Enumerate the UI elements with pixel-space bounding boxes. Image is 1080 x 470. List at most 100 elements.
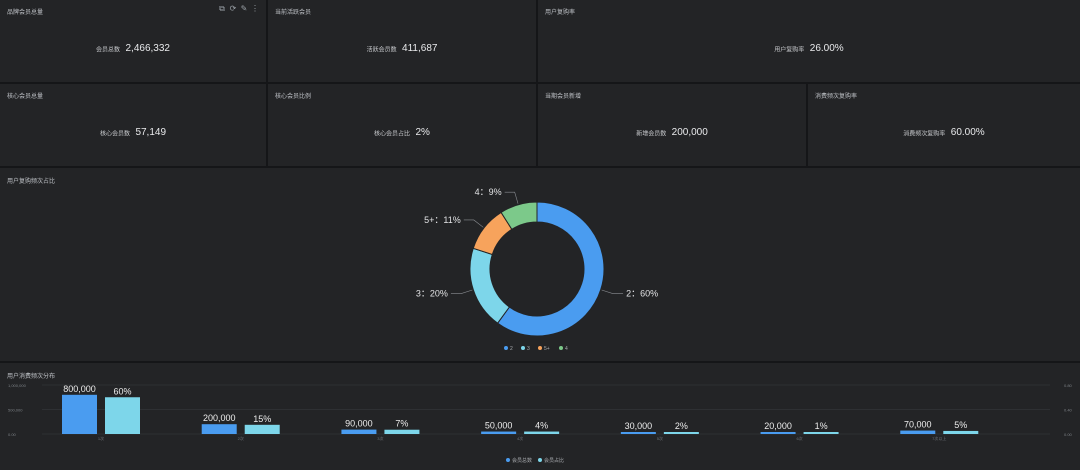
bar-member-count bbox=[62, 394, 97, 434]
slice-label: 3：20% bbox=[416, 289, 448, 299]
kpi-card-repurchase-rate: 用户复购率 用户复购率 26.00% bbox=[538, 0, 1080, 82]
card-title: 当前活跃会员 bbox=[275, 10, 312, 16]
bar-data-label: 7% bbox=[395, 419, 408, 429]
kpi: 核心会员占比 2% bbox=[268, 124, 536, 142]
bar-data-label: 1% bbox=[815, 421, 828, 431]
refresh-icon[interactable]: ⟳ bbox=[229, 4, 237, 13]
bar-member-ratio bbox=[244, 424, 280, 434]
y2-tick-label: 0.00 bbox=[1064, 432, 1073, 437]
y-tick-label: 0.00 bbox=[8, 432, 17, 437]
bar-member-count bbox=[760, 432, 796, 434]
label-leader-line bbox=[463, 219, 484, 228]
kpi-card-core-members: 核心会员总量 核心会员数 57,149 bbox=[0, 84, 266, 166]
kpi-card-new-members: 当期会员新增 新增会员数 200,000 bbox=[538, 84, 806, 166]
bar-data-label: 2% bbox=[675, 421, 688, 431]
donut-slice bbox=[496, 201, 605, 337]
kpi-value: 60.00% bbox=[950, 127, 985, 139]
kpi-card-active-members: 当前活跃会员 活跃会员数 411,687 bbox=[268, 0, 536, 82]
kpi: 核心会员数 57,149 bbox=[0, 124, 266, 142]
legend-marker bbox=[538, 458, 542, 462]
bar-member-ratio bbox=[105, 397, 140, 434]
kpi-label: 活跃会员数 bbox=[366, 47, 397, 54]
card-title: 核心会员比例 bbox=[275, 94, 312, 100]
bar-data-label: 15% bbox=[253, 414, 271, 424]
card-title: 品牌会员总量 bbox=[7, 10, 44, 16]
donut-chart: 2：60% 3：20% 5+：11% 4：9% 2 3 5+ 4 bbox=[416, 187, 658, 352]
bar-data-label: 50,000 bbox=[485, 421, 513, 431]
kpi-value: 2% bbox=[415, 127, 430, 139]
bar-member-ratio bbox=[943, 430, 979, 434]
kpi-value: 200,000 bbox=[671, 127, 708, 139]
legend-marker bbox=[538, 346, 542, 350]
legend-label: 会员占比 bbox=[544, 457, 564, 464]
x-tick-label: 5次 bbox=[657, 435, 663, 441]
chart-title: 用户消费频次分布 bbox=[7, 374, 56, 380]
kpi-label: 用户复购率 bbox=[774, 47, 805, 54]
bar-chart: 1,000,000 500,000 0.00 0.80 0.40 0.00 800,000 6… bbox=[8, 383, 1073, 464]
card-title: 核心会员总量 bbox=[7, 94, 44, 100]
kpi-label: 新增会员数 bbox=[636, 131, 667, 138]
kpi-label: 核心会员数 bbox=[99, 131, 130, 138]
legend-marker bbox=[504, 346, 508, 350]
bar-member-ratio bbox=[663, 432, 699, 434]
kpi-value: 26.00% bbox=[809, 43, 844, 55]
bar-data-label: 60% bbox=[113, 386, 131, 396]
legend-label: 3 bbox=[527, 346, 530, 352]
donut-slice bbox=[469, 247, 511, 324]
y-tick-label: 500,000 bbox=[8, 408, 23, 413]
bar-member-count bbox=[620, 432, 656, 434]
kpi-value: 57,149 bbox=[135, 127, 167, 139]
bar-data-label: 70,000 bbox=[904, 420, 932, 430]
label-leader-line bbox=[450, 289, 473, 295]
kpi-label: 消费频次复购率 bbox=[903, 131, 946, 138]
label-leader-line bbox=[601, 289, 624, 295]
donut-chart-card: 用户复购频次占比 2：60% 3：20% 5+：11% 4：9% 2 3 5+ 4 bbox=[0, 168, 1080, 361]
kpi-label: 核心会员占比 bbox=[374, 131, 411, 138]
bar-member-count bbox=[900, 430, 936, 434]
bar-data-label: 20,000 bbox=[764, 421, 792, 431]
y2-tick-label: 0.40 bbox=[1064, 408, 1073, 413]
kpi: 用户复购率 26.00% bbox=[538, 40, 1080, 58]
slice-label: 2：60% bbox=[626, 289, 658, 299]
more-icon[interactable]: ⋮ bbox=[251, 4, 259, 13]
bar-member-ratio bbox=[803, 432, 839, 434]
legend-marker bbox=[521, 346, 525, 350]
bar-data-label: 4% bbox=[535, 421, 548, 431]
bar-data-label: 5% bbox=[954, 420, 967, 430]
bar-data-label: 800,000 bbox=[63, 384, 96, 394]
chart-title: 用户复购频次占比 bbox=[7, 179, 56, 185]
label-leader-line bbox=[504, 191, 519, 204]
x-tick-label: 6次 bbox=[796, 435, 802, 441]
legend-label: 2 bbox=[510, 346, 513, 352]
x-tick-label: 2次 bbox=[238, 435, 244, 441]
bar-member-ratio bbox=[524, 431, 560, 434]
x-tick-label: 4次 bbox=[517, 435, 523, 441]
kpi: 会员总数 2,466,332 bbox=[0, 40, 266, 58]
kpi-value: 411,687 bbox=[402, 43, 438, 55]
y2-tick-label: 0.80 bbox=[1064, 383, 1073, 388]
kpi: 活跃会员数 411,687 bbox=[268, 40, 536, 58]
slice-label: 4：9% bbox=[475, 187, 502, 197]
kpi: 新增会员数 200,000 bbox=[538, 124, 806, 142]
bar-member-count bbox=[201, 424, 237, 434]
edit-icon[interactable]: ✎ bbox=[240, 4, 248, 13]
kpi-value: 2,466,332 bbox=[125, 43, 170, 55]
legend-label: 4 bbox=[565, 346, 568, 352]
external-link-icon[interactable]: ⧉ bbox=[219, 4, 225, 13]
card-title: 用户复购率 bbox=[545, 10, 576, 16]
legend-label: 5+ bbox=[544, 346, 550, 352]
legend-marker bbox=[559, 346, 563, 350]
kpi-card-total-members: 品牌会员总量 ⧉ ⟳ ✎ ⋮ 会员总数 2,466,332 bbox=[0, 0, 266, 82]
donut-slice bbox=[500, 201, 538, 231]
card-title: 当期会员新增 bbox=[545, 94, 582, 100]
bar-member-count bbox=[341, 429, 377, 434]
bar-chart-card: 用户消费频次分布 1,000,000 500,000 0.00 0.80 0.40 0.0… bbox=[0, 363, 1080, 470]
bar-data-label: 200,000 bbox=[203, 413, 236, 423]
x-tick-label: 3次 bbox=[377, 435, 383, 441]
bar-member-ratio bbox=[384, 429, 420, 434]
bar-data-label: 30,000 bbox=[625, 421, 653, 431]
card-title: 消费频次复购率 bbox=[815, 94, 858, 100]
kpi-card-core-ratio: 核心会员比例 核心会员占比 2% bbox=[268, 84, 536, 166]
kpi: 消费频次复购率 60.00% bbox=[808, 124, 1080, 142]
x-tick-label: 1次 bbox=[98, 435, 104, 441]
